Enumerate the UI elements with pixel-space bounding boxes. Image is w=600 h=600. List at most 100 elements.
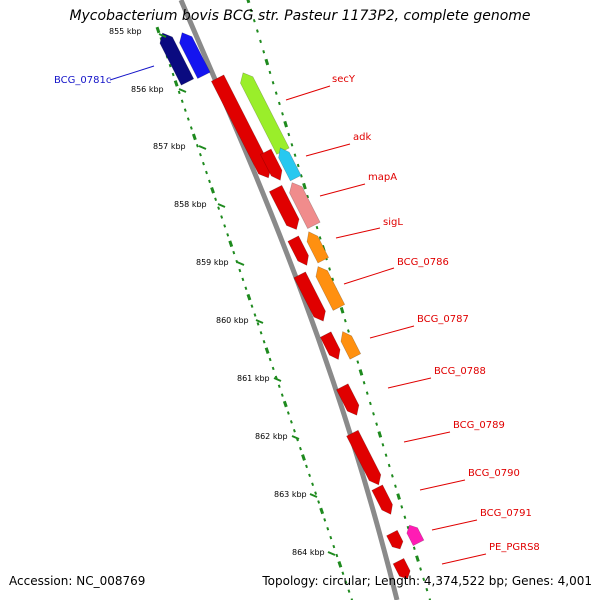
tick-mark xyxy=(246,0,251,4)
tick-mark xyxy=(286,411,290,415)
tick-mark xyxy=(282,400,288,408)
position-tick xyxy=(158,33,167,38)
tick-mark xyxy=(422,577,426,582)
tick-mark xyxy=(319,507,325,515)
tick-mark xyxy=(296,163,300,168)
gene-arrow xyxy=(386,529,404,550)
tick-mark xyxy=(299,446,302,451)
gene-label: PE_PGRS8 xyxy=(489,542,540,553)
gene-arrow xyxy=(346,429,382,486)
gene-label: adk xyxy=(353,132,371,143)
tick-mark xyxy=(406,525,410,530)
tick-mark xyxy=(308,473,311,478)
tick-mark xyxy=(292,429,296,433)
tick-mark xyxy=(277,384,281,388)
tick-mark xyxy=(244,286,248,291)
tick-mark xyxy=(332,544,336,549)
gene-label: BCG_0781c xyxy=(54,75,111,86)
tick-mark xyxy=(301,454,306,461)
tick-mark xyxy=(425,587,429,592)
gene-label-connector xyxy=(403,431,451,443)
position-label: 864 kbp xyxy=(292,548,325,557)
gene-arrow xyxy=(315,266,346,311)
position-labels: 855 kbp 856 kbp 857 kbp 858 kbp 859 kbp 860 k… xyxy=(109,27,336,557)
gene-label-connector xyxy=(335,227,381,239)
tick-mark xyxy=(264,347,270,354)
tick-mark xyxy=(210,186,215,194)
tick-mark xyxy=(331,277,335,282)
tick-mark xyxy=(339,307,345,314)
tick-mark xyxy=(274,91,278,95)
gene-label-connector xyxy=(387,377,432,389)
position-label: 860 kbp xyxy=(216,316,249,325)
tick-mark xyxy=(344,580,348,584)
tick-mark xyxy=(250,304,254,308)
gene-label: mapA xyxy=(368,172,397,183)
tick-mark xyxy=(228,240,234,248)
position-label: 863 kbp xyxy=(274,490,307,499)
gene-label: BCG_0788 xyxy=(434,366,486,377)
tick-mark xyxy=(195,144,199,148)
gene-label: BCG_0789 xyxy=(453,420,505,431)
gene-arrow xyxy=(293,271,326,322)
position-label: 862 kbp xyxy=(255,432,288,441)
accession-text: Accession: NC_008769 xyxy=(9,574,146,588)
tick-mark xyxy=(347,589,351,593)
position-tick xyxy=(178,88,187,93)
gene-arrow xyxy=(287,235,309,266)
tick-mark xyxy=(328,267,331,271)
tick-mark xyxy=(305,464,308,469)
gene-label: BCG_0790 xyxy=(468,468,520,479)
tick-mark xyxy=(293,153,297,157)
position-label: 859 kbp xyxy=(196,258,229,267)
tick-mark xyxy=(403,515,407,519)
tick-mark xyxy=(241,277,245,282)
tick-mark xyxy=(214,197,218,201)
gene-arrow xyxy=(179,32,211,79)
tick-mark xyxy=(350,598,354,600)
tick-mark xyxy=(199,152,202,157)
tick-mark xyxy=(268,70,272,75)
gene-label-connector xyxy=(305,143,351,157)
gene-arrow xyxy=(240,72,290,155)
tick-mark xyxy=(180,99,184,103)
gene-label: secY xyxy=(332,74,356,85)
position-label: 856 kbp xyxy=(131,85,164,94)
gene-label-connectors xyxy=(109,65,487,565)
tick-mark xyxy=(412,546,416,551)
gene-label: sigL xyxy=(383,217,403,228)
tick-mark xyxy=(341,571,345,576)
tick-mark xyxy=(277,101,281,106)
tick-mark xyxy=(289,420,293,424)
gene-arrow xyxy=(371,484,393,515)
position-tick xyxy=(198,145,207,150)
tick-mark xyxy=(387,463,391,468)
tick-mark xyxy=(186,117,190,121)
gene-arrow xyxy=(392,557,411,580)
tick-mark xyxy=(396,493,401,500)
tick-mark xyxy=(329,535,333,540)
position-label: 857 kbp xyxy=(153,142,186,151)
position-tick xyxy=(327,551,336,556)
tick-mark xyxy=(232,250,236,255)
tick-mark xyxy=(372,412,375,416)
gene-arrow xyxy=(268,184,300,230)
gene-arrow xyxy=(259,148,283,181)
tick-mark xyxy=(311,482,315,486)
tick-mark xyxy=(202,161,205,166)
tick-mark xyxy=(335,553,339,558)
tick-mark xyxy=(283,120,288,128)
tick-mark xyxy=(171,72,175,77)
tick-mark xyxy=(290,143,294,147)
outer-tick-track xyxy=(246,0,432,600)
tick-mark xyxy=(390,474,394,478)
position-tick xyxy=(309,493,318,498)
tick-mark xyxy=(246,293,252,301)
gene-arrow xyxy=(278,147,302,182)
position-tick xyxy=(291,435,300,440)
tick-mark xyxy=(314,491,318,495)
tick-mark xyxy=(252,18,256,23)
tick-mark xyxy=(287,132,291,137)
tick-mark xyxy=(268,357,272,362)
tick-mark xyxy=(381,443,385,447)
